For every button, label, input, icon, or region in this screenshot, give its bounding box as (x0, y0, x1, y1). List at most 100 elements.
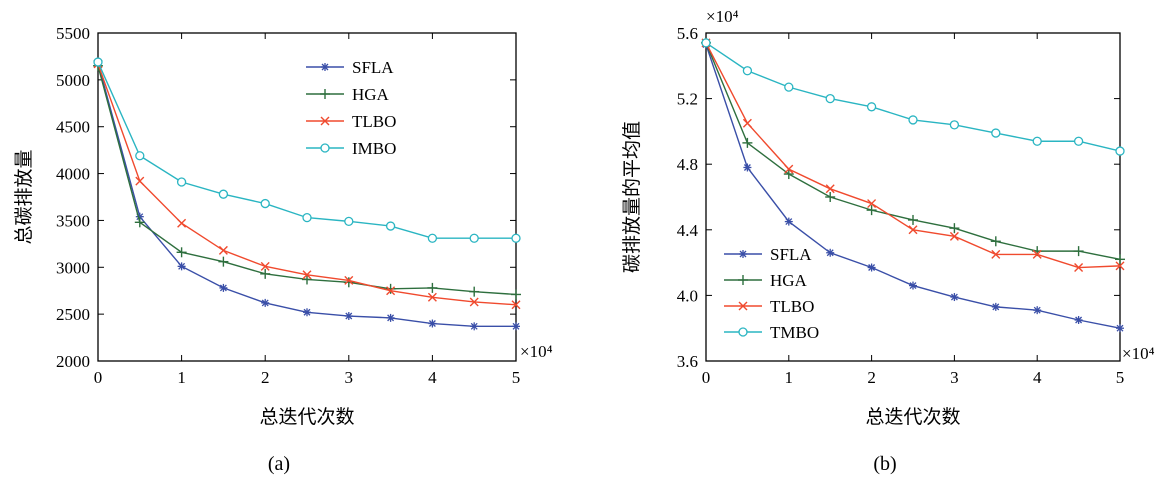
series-tlbo (701, 38, 1125, 273)
data-point-sfla (470, 322, 479, 331)
x-tick-label: 5 (1116, 368, 1125, 387)
data-point-sfla (177, 262, 186, 271)
data-point-hga (427, 282, 438, 293)
data-point-tlbo (949, 231, 959, 241)
data-point-sfla (909, 281, 917, 290)
data-point-imbo (260, 198, 270, 209)
data-point-sfla (950, 293, 959, 302)
data-point-tlbo (218, 245, 228, 255)
data-point-tmbo (784, 82, 794, 92)
legend-item-imbo: IMBO (306, 139, 396, 158)
series-line-sfla (97, 62, 516, 328)
data-point-sfla (991, 302, 1000, 311)
data-point-hga (1115, 254, 1125, 265)
data-point-sfla (743, 163, 752, 172)
x-tick-label: 3 (950, 368, 959, 387)
y-tick-label: 4.8 (677, 155, 698, 174)
x-tick-label: 4 (428, 368, 437, 387)
series-group-a (93, 57, 521, 331)
data-point-sfla (784, 217, 793, 226)
legend-item-tlbo: TLBO (724, 297, 814, 316)
y-tick-label: 2000 (56, 352, 90, 371)
data-point-tmbo (742, 66, 753, 76)
legend-a: SFLA HGA TLBO IMBO (306, 58, 396, 158)
y-tick-label: 4.4 (677, 221, 699, 240)
x-tick-label: 0 (702, 368, 711, 387)
x-axis-label-b: 总迭代次数 (865, 406, 960, 428)
data-point-tmbo (825, 93, 835, 104)
data-point-sfla (1116, 324, 1124, 333)
data-point-hga (218, 256, 229, 267)
legend-marker-sfla (739, 250, 747, 258)
legend-marker-hga (320, 89, 330, 99)
data-point-imbo (302, 212, 312, 223)
data-point-hga (990, 236, 1001, 247)
x-ticks-a: 0 1 2 3 4 5 (94, 33, 521, 387)
data-point-tlbo (427, 292, 437, 302)
data-point-hga (949, 223, 960, 234)
series-sfla (702, 40, 1124, 333)
y-tick-label: 4500 (56, 118, 90, 137)
data-point-hga (343, 277, 354, 288)
legend-item-tmbo: TMBO (724, 323, 819, 342)
data-point-hga (908, 214, 918, 225)
y-axis-label-a: 总碳排放量 (13, 149, 35, 244)
legend-b: SFLA HGA TLBO TMBO (724, 245, 819, 342)
data-point-sfla (344, 312, 353, 321)
data-point-tlbo (344, 275, 354, 285)
data-point-sfla (386, 313, 395, 322)
data-point-hga (134, 217, 145, 228)
data-point-hga (825, 192, 836, 202)
subcaption-b: (b) (873, 453, 896, 475)
legend-marker-tlbo (320, 116, 330, 126)
legend-marker-sfla (321, 63, 329, 71)
data-point-tmbo (949, 120, 960, 130)
data-point-tlbo (260, 261, 270, 271)
x-tick-label: 4 (1033, 368, 1042, 387)
y-axis-label-b: 碳排放量的平均值 (621, 121, 643, 273)
x-tick-label: 2 (867, 368, 876, 387)
data-point-imbo (469, 233, 479, 243)
y-tick-label: 3500 (56, 211, 90, 230)
legend-label: TMBO (770, 323, 819, 342)
data-point-hga (469, 286, 480, 297)
data-point-sfla (428, 319, 437, 328)
x-tick-label: 5 (512, 368, 521, 387)
y-tick-label: 5.6 (677, 24, 698, 43)
series-hga (93, 60, 521, 300)
data-point-sfla (867, 263, 876, 272)
series-line-tmbo (705, 42, 1121, 152)
x-tick-label: 1 (785, 368, 794, 387)
data-point-tlbo (908, 225, 918, 235)
data-point-tlbo (1115, 261, 1125, 271)
data-point-imbo (218, 189, 229, 199)
legend-marker-imbo (320, 143, 330, 153)
legend-label: HGA (352, 85, 390, 104)
y-ticks-b: 3.6 4.0 4.4 4.8 5.2 5.6 (677, 24, 1120, 371)
data-point-imbo (427, 233, 438, 243)
series-line-tlbo (97, 63, 517, 306)
data-point-hga (385, 283, 396, 294)
data-point-tlbo (1074, 263, 1084, 273)
data-point-sfla (261, 298, 270, 307)
legend-label: IMBO (352, 139, 396, 158)
data-point-tmbo (1073, 136, 1084, 146)
legend-item-sfla: SFLA (306, 58, 394, 77)
y-tick-label: 3000 (56, 258, 90, 277)
y-tick-label: 2500 (56, 305, 90, 324)
y-multiplier-b: ×10⁴ (706, 7, 739, 26)
data-point-sfla (1033, 306, 1042, 315)
data-point-tmbo (908, 115, 918, 125)
series-tlbo (93, 59, 521, 310)
data-point-tlbo (386, 286, 396, 296)
data-point-imbo (135, 151, 145, 161)
data-point-tlbo (825, 184, 835, 194)
x-tick-label: 3 (345, 368, 354, 387)
chart-b: 0 1 2 3 4 5 3.6 4.0 4.4 4.8 5.2 5.6 ×10⁴ ×10⁴ 总迭代次… (621, 7, 1155, 475)
data-point-tlbo (302, 270, 312, 280)
legend-marker-hga (738, 275, 748, 285)
series-sfla (94, 58, 520, 331)
data-point-imbo (93, 57, 103, 67)
